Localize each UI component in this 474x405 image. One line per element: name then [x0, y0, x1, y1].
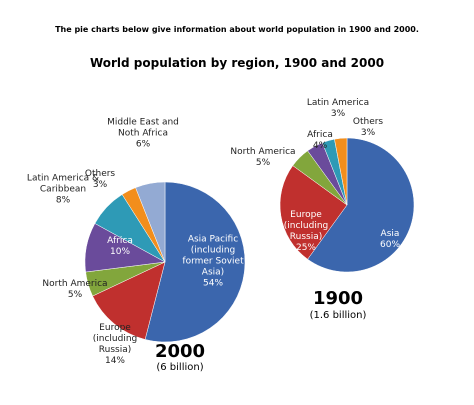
- category-label: North America: [42, 279, 108, 289]
- category-label: Africa: [107, 236, 133, 246]
- category-label: Middle East and Noth Africa: [107, 117, 179, 139]
- slice-label: North America 5%: [230, 147, 295, 169]
- value-label: 10%: [109, 247, 131, 257]
- value-label: 54%: [202, 278, 224, 289]
- category-label: Europe (including Russia): [283, 210, 329, 242]
- pie-slice: [334, 137, 348, 206]
- category-label: Europe (including Russia): [92, 323, 138, 355]
- slice-label: Europe (including Russia) 14%: [93, 323, 138, 367]
- value-label: 8%: [55, 195, 71, 206]
- value-label: 6%: [135, 139, 151, 150]
- slice-label: Latin America 3%: [307, 98, 369, 120]
- category-label: North America: [230, 147, 296, 157]
- category-label: Latin America: [306, 98, 370, 108]
- category-label: Latin America & Caribbean: [26, 173, 100, 195]
- pie-slice: [279, 165, 348, 260]
- value-label: 25%: [295, 243, 316, 253]
- pie-slice: [135, 181, 166, 263]
- category-label: Africa: [307, 130, 333, 140]
- value-label: 3%: [330, 109, 346, 119]
- pie-slice: [92, 261, 166, 340]
- slice-label: Latin America & Caribbean 8%: [27, 174, 99, 207]
- slice-label: Others 3%: [353, 117, 383, 139]
- slice-label: Asia Pacific (including former Soviet As…: [182, 235, 243, 290]
- pie-subtitle: (1.6 billion): [309, 310, 367, 321]
- value-label: 60%: [379, 240, 401, 250]
- chart-title: World population by region, 1900 and 200…: [89, 56, 385, 70]
- value-label: 4%: [312, 141, 328, 151]
- slice-label: Europe (including Russia) 25%: [284, 210, 329, 254]
- pie-title: 1900: [312, 288, 364, 309]
- slice-label: Others 3%: [85, 169, 115, 191]
- slice-label: Africa 4%: [307, 130, 333, 152]
- category-label: Others: [84, 169, 116, 179]
- slice-label: Africa 10%: [107, 236, 133, 258]
- header-text: The pie charts below give information ab…: [55, 25, 419, 34]
- category-label: Asia Pacific (including former Soviet As…: [182, 234, 244, 278]
- pie-subtitle: (6 billion): [156, 362, 204, 373]
- value-label: 5%: [255, 158, 271, 168]
- value-label: 14%: [104, 356, 125, 366]
- slice-label: North America 5%: [42, 279, 107, 301]
- pie-title: 2000: [154, 341, 206, 362]
- value-label: 3%: [92, 180, 108, 190]
- slice-label: Middle East and Noth Africa 6%: [107, 118, 179, 151]
- category-label: Asia: [380, 229, 400, 239]
- category-label: Others: [352, 117, 384, 127]
- pie-slice: [144, 181, 246, 343]
- slice-label: Asia 60%: [380, 229, 400, 251]
- value-label: 3%: [360, 128, 376, 138]
- value-label: 5%: [67, 290, 83, 300]
- pie-slice: [307, 137, 415, 273]
